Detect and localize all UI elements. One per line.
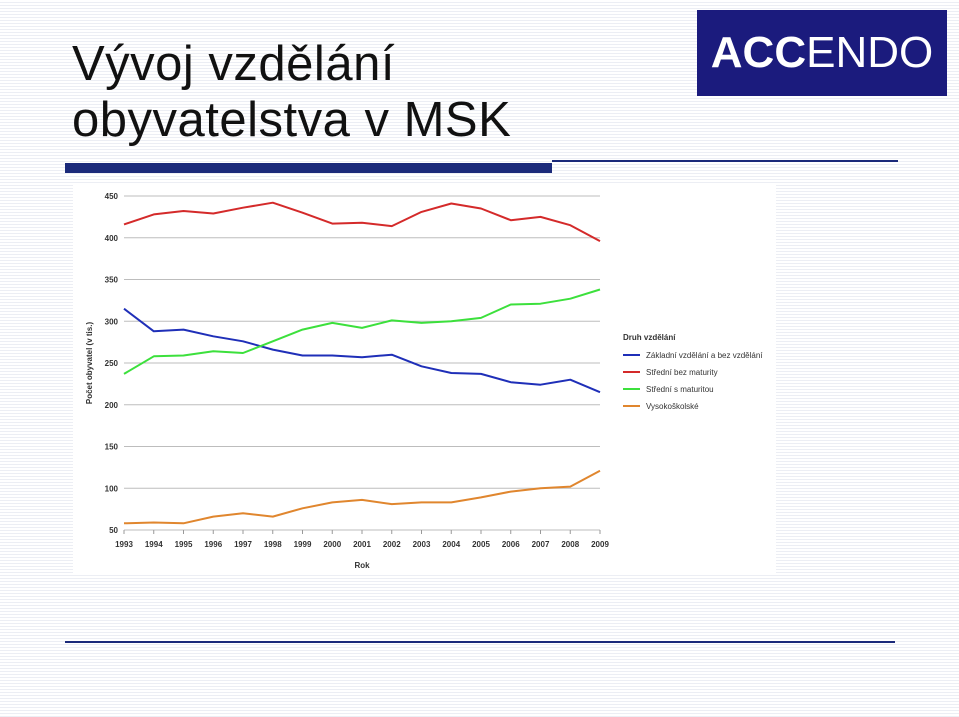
x-tick-label: 1997 xyxy=(234,540,252,549)
legend-label-3: Střední s maturitou xyxy=(646,385,714,394)
y-tick-label: 250 xyxy=(105,359,119,368)
x-tick-label: 2009 xyxy=(591,540,609,549)
series-line-4 xyxy=(123,469,601,525)
x-tick-label: 1996 xyxy=(204,540,222,549)
title-underline-bar xyxy=(65,163,552,173)
x-tick-label: 2008 xyxy=(561,540,579,549)
logo-text-bold: ACC xyxy=(710,28,807,77)
series-line-3 xyxy=(123,288,601,375)
legend-title: Druh vzdělání xyxy=(623,333,676,342)
x-tick-label: 2000 xyxy=(323,540,341,549)
legend-label-2: Střední bez maturity xyxy=(646,368,718,377)
x-tick-label: 2006 xyxy=(502,540,520,549)
series-line-1 xyxy=(123,307,601,394)
y-tick-label: 50 xyxy=(109,526,118,535)
y-tick-label: 200 xyxy=(105,401,119,410)
chart-panel: 50 100 150 200 250 300 350 400 450 1993 1994 1995 19… xyxy=(73,185,776,575)
x-tick-label: 1994 xyxy=(145,540,163,549)
legend-label-4: Vysokoškolské xyxy=(646,402,699,411)
x-tick-label: 1999 xyxy=(294,540,312,549)
y-tick-label: 150 xyxy=(105,443,119,452)
x-tick-label: 1993 xyxy=(115,540,133,549)
education-line-chart: 50 100 150 200 250 300 350 400 450 1993 1994 1995 19… xyxy=(85,192,763,570)
logo-text-light: ENDO xyxy=(806,28,934,77)
x-tick-label: 2005 xyxy=(472,540,490,549)
x-tick-label: 1998 xyxy=(264,540,282,549)
footer-rule xyxy=(65,641,895,643)
x-tick-label: 2002 xyxy=(383,540,401,549)
x-tick-label: 2004 xyxy=(442,540,460,549)
y-axis-title: Počet obyvatel (v tis.) xyxy=(85,322,94,405)
y-tick-label: 300 xyxy=(105,317,119,326)
accendo-logo: ACC ENDO xyxy=(697,10,947,96)
slide-title: Vývoj vzdělání obyvatelstva v MSK xyxy=(72,36,672,148)
x-tick-label: 2001 xyxy=(353,540,371,549)
legend-label-1: Základní vzdělání a bez vzdělání xyxy=(646,351,763,360)
title-underline-thin xyxy=(552,160,898,162)
y-tick-label: 450 xyxy=(105,192,119,201)
x-axis-title: Rok xyxy=(354,561,370,570)
slide-title-line-1: Vývoj vzdělání xyxy=(72,37,395,91)
y-tick-label: 400 xyxy=(105,234,119,243)
y-tick-label: 100 xyxy=(105,484,119,493)
x-tick-label: 1995 xyxy=(175,540,193,549)
x-tick-label: 2003 xyxy=(413,540,431,549)
x-tick-label: 2007 xyxy=(532,540,550,549)
y-tick-label: 350 xyxy=(105,276,119,285)
slide-title-line-2: obyvatelstva v MSK xyxy=(72,93,512,147)
series-line-2 xyxy=(123,201,601,242)
